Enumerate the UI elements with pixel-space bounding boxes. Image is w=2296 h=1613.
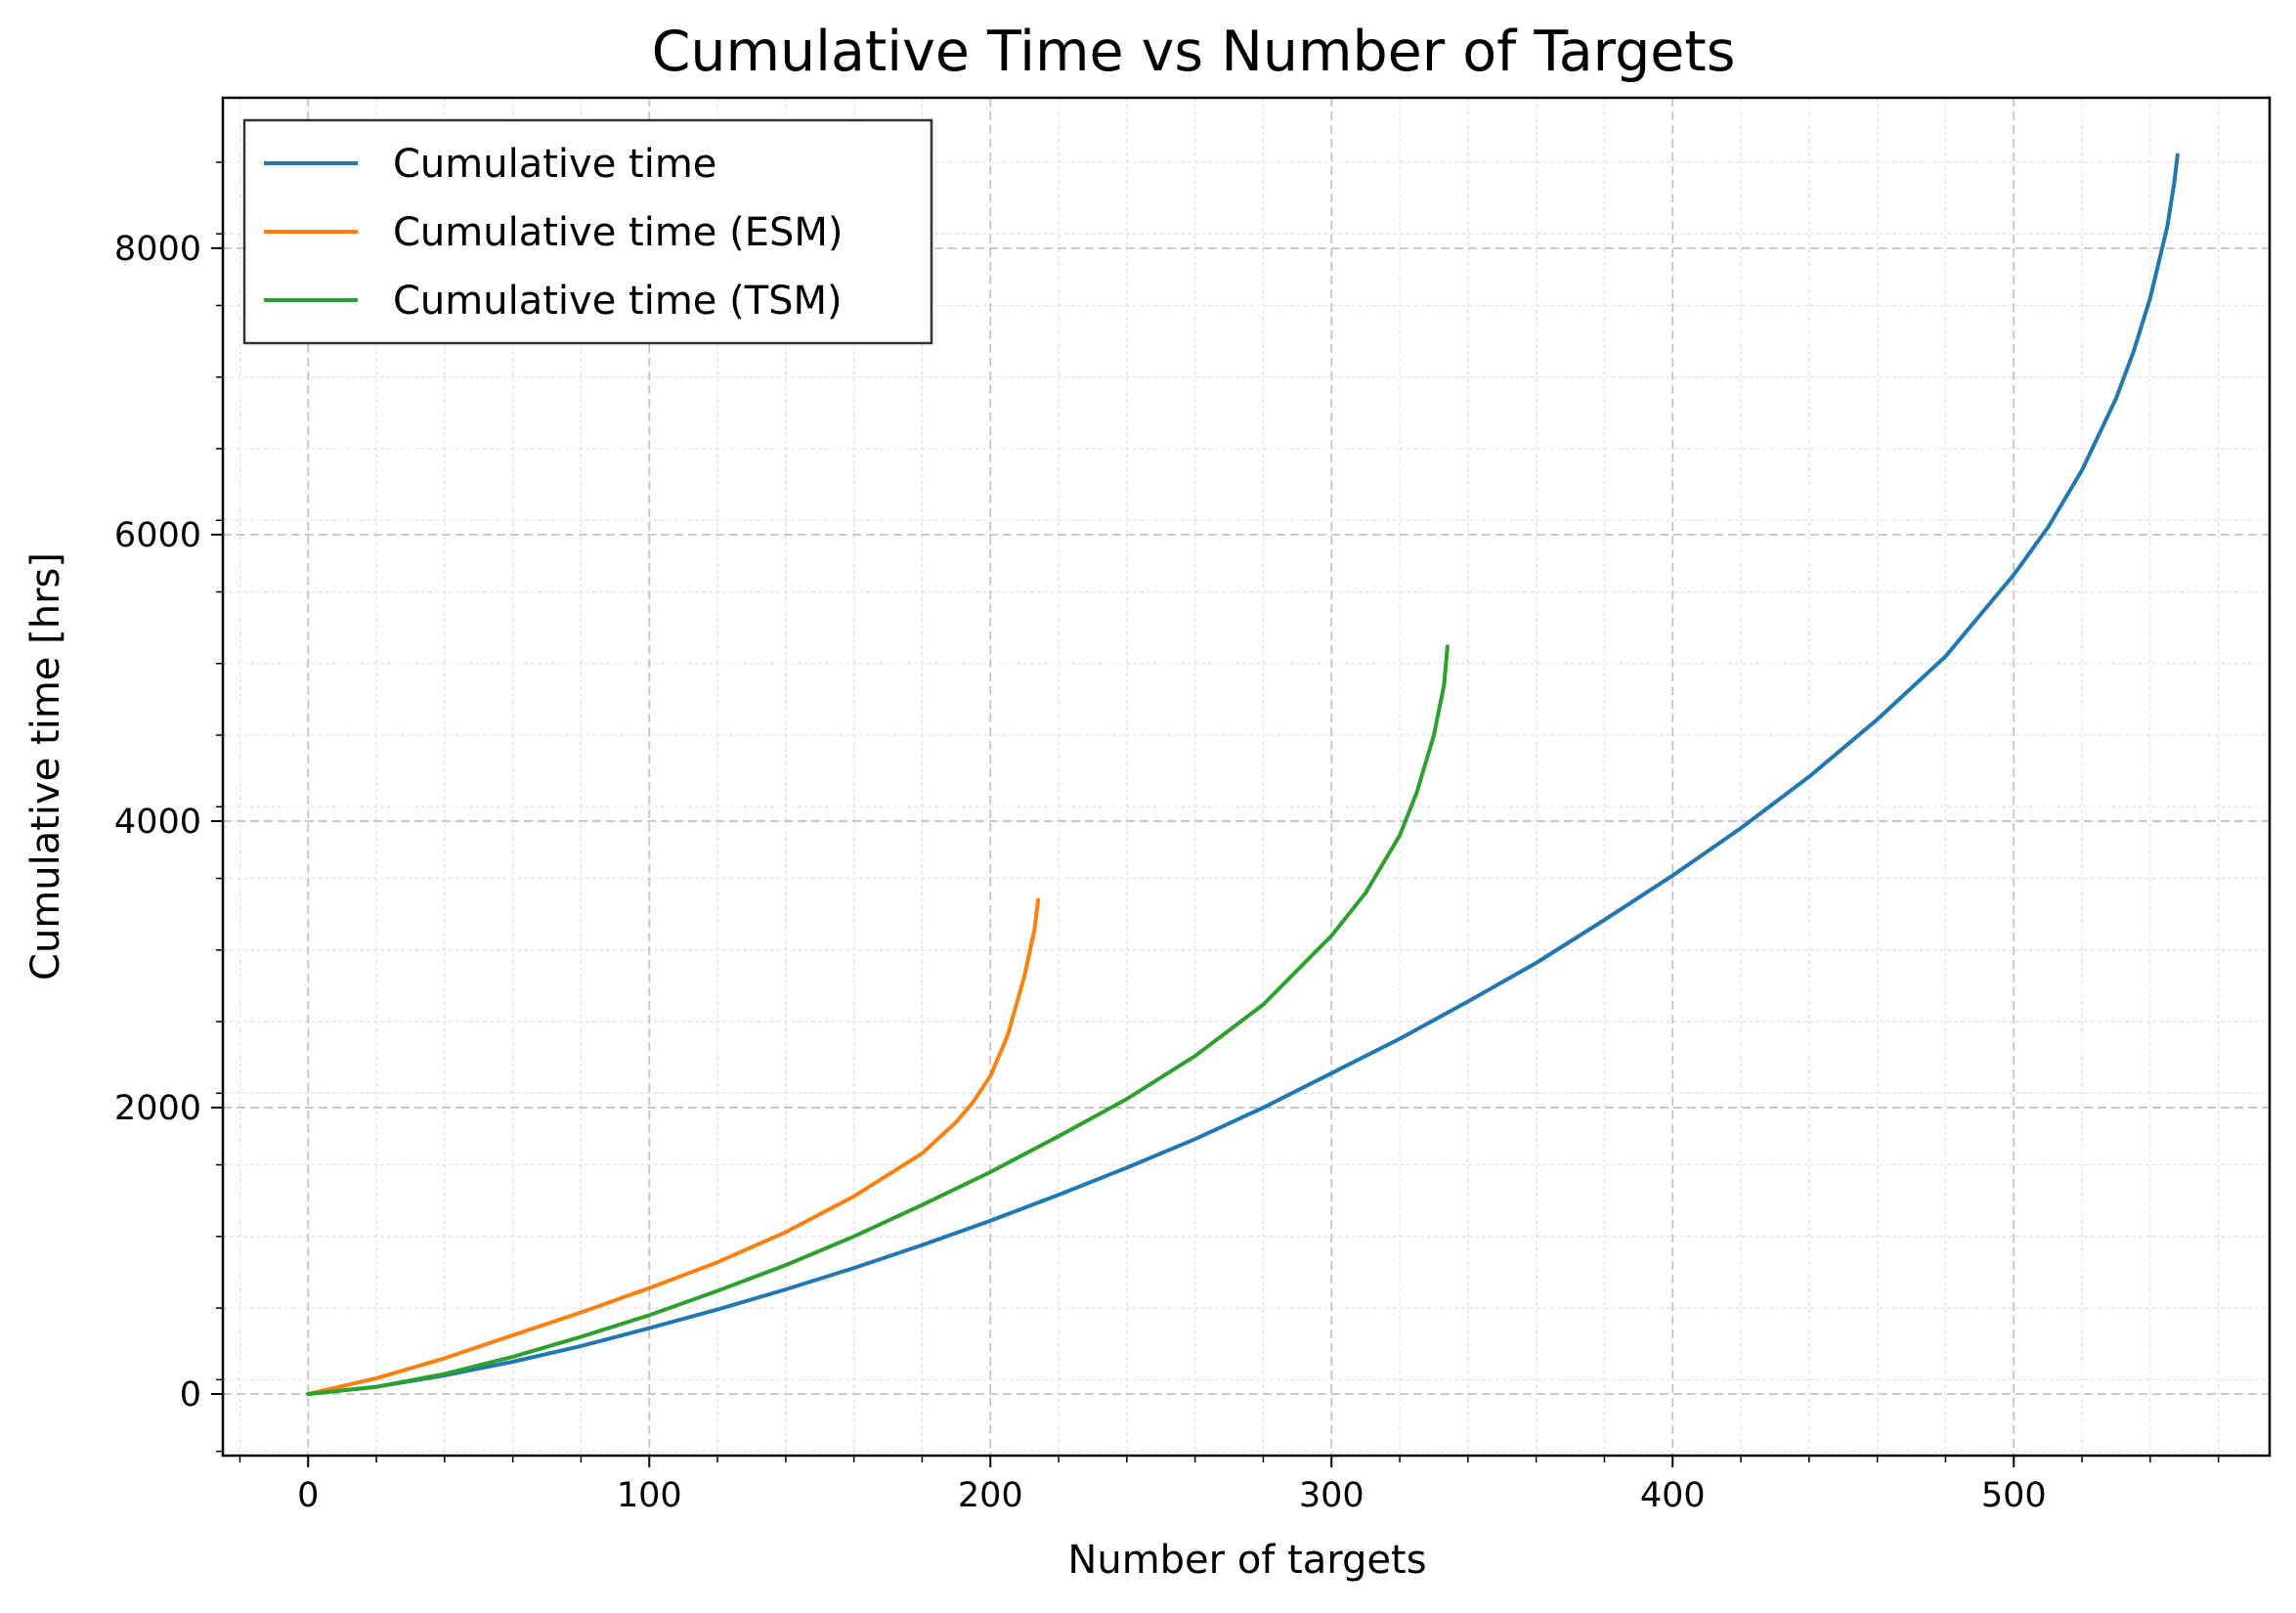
series-line-3 <box>306 644 1450 1396</box>
x-tick-label: 200 <box>958 1476 1023 1515</box>
legend-label-1: Cumulative time <box>393 142 716 187</box>
y-tick-label: 4000 <box>114 803 201 842</box>
axis-tick-labels: 0 100 200 300 400 500 0 2000 4000 6000 8000 <box>114 230 2047 1515</box>
series-lines <box>306 153 2180 1396</box>
y-tick-label: 6000 <box>114 516 201 555</box>
x-tick-label: 0 <box>297 1476 319 1515</box>
x-tick-label: 300 <box>1299 1476 1365 1515</box>
chart-title: Cumulative Time vs Number of Targets <box>652 20 1736 84</box>
major-gridlines <box>223 98 2270 1456</box>
y-tick-label: 2000 <box>114 1089 201 1128</box>
y-tick-label: 0 <box>180 1375 201 1415</box>
legend: Cumulative time Cumulative time (ESM) Cumu… <box>242 118 933 345</box>
x-tick-label: 100 <box>617 1476 682 1515</box>
legend-box <box>242 118 933 345</box>
x-axis-label: Number of targets <box>1067 1538 1426 1583</box>
x-tick-label: 500 <box>1981 1476 2047 1515</box>
series-line-2 <box>306 897 1041 1396</box>
legend-label-3: Cumulative time (TSM) <box>393 279 843 324</box>
y-tick-label: 8000 <box>114 230 201 269</box>
plot-frame <box>221 96 2272 1458</box>
x-tick-label: 400 <box>1640 1476 1706 1515</box>
legend-label-2: Cumulative time (ESM) <box>393 210 844 255</box>
series-line-1 <box>306 153 2180 1396</box>
axis-ticks <box>211 161 2220 1467</box>
y-axis-label: Cumulative time [hrs] <box>23 552 68 981</box>
